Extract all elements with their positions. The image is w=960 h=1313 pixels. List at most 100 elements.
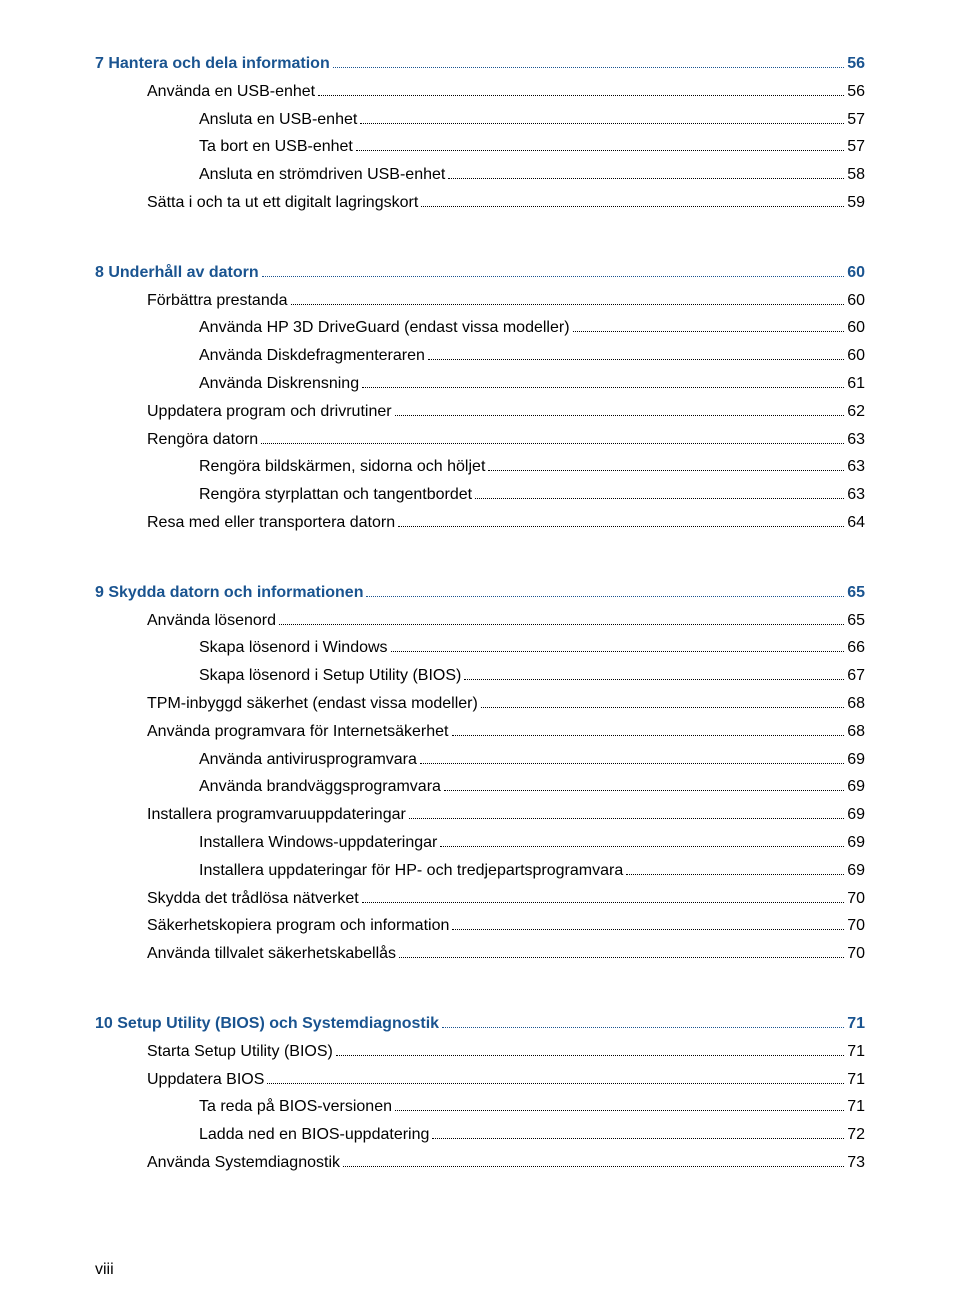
toc-page-number: 68 (847, 692, 865, 717)
toc-entry[interactable]: Använda Diskrensning 61 (95, 372, 865, 397)
toc-entry[interactable]: Använda antivirusprogramvara 69 (95, 748, 865, 773)
toc-entry[interactable]: Skapa lösenord i Setup Utility (BIOS) 67 (95, 664, 865, 689)
toc-chapter[interactable]: 9 Skydda datorn och informationen 65 (95, 581, 865, 606)
toc-entry[interactable]: Använda tillvalet säkerhetskabellås 70 (95, 942, 865, 967)
toc-page-number: 66 (847, 636, 865, 661)
toc-leader (362, 902, 845, 903)
toc-leader (395, 415, 845, 416)
toc-entry-label: Använda HP 3D DriveGuard (endast vissa m… (199, 316, 570, 341)
toc-entry[interactable]: Använda lösenord 65 (95, 609, 865, 634)
toc-entry[interactable]: Säkerhetskopiera program och information… (95, 914, 865, 939)
toc-entry[interactable]: Använda Systemdiagnostik 73 (95, 1151, 865, 1176)
toc-entry-label: Använda lösenord (147, 609, 276, 634)
toc-leader (481, 707, 844, 708)
toc-entry-label: Använda antivirusprogramvara (199, 748, 417, 773)
toc-entry-label: Sätta i och ta ut ett digitalt lagringsk… (147, 191, 418, 216)
toc-page-number: 63 (847, 483, 865, 508)
toc-entry[interactable]: Installera Windows-uppdateringar 69 (95, 831, 865, 856)
toc-page-number: 61 (847, 372, 865, 397)
toc-page-number: 63 (847, 455, 865, 480)
toc-entry[interactable]: Skydda det trådlösa nätverket 70 (95, 887, 865, 912)
toc-leader (421, 206, 844, 207)
toc-chapter[interactable]: 10 Setup Utility (BIOS) och Systemdiagno… (95, 1012, 865, 1037)
toc-entry[interactable]: Rengöra datorn 63 (95, 428, 865, 453)
toc-page-number: 58 (847, 163, 865, 188)
toc-entry[interactable]: Ansluta en strömdriven USB-enhet 58 (95, 163, 865, 188)
toc-entry[interactable]: Ladda ned en BIOS-uppdatering 72 (95, 1123, 865, 1148)
toc-page-number: 57 (847, 108, 865, 133)
toc-entry-label: 7 Hantera och dela information (95, 52, 330, 77)
toc-entry[interactable]: Installera programvaruuppdateringar 69 (95, 803, 865, 828)
toc-entry-label: Rengöra bildskärmen, sidorna och höljet (199, 455, 485, 480)
toc-entry[interactable]: Använda programvara för Internetsäkerhet… (95, 720, 865, 745)
toc-page-number: 62 (847, 400, 865, 425)
toc-page-number: 65 (847, 581, 865, 606)
toc-entry[interactable]: Uppdatera BIOS 71 (95, 1068, 865, 1093)
toc-entry-label: Installera programvaruuppdateringar (147, 803, 406, 828)
toc-entry[interactable]: Ta reda på BIOS-versionen 71 (95, 1095, 865, 1120)
toc-page-number: 69 (847, 831, 865, 856)
toc-page-number: 63 (847, 428, 865, 453)
toc-entry[interactable]: Sätta i och ta ut ett digitalt lagringsk… (95, 191, 865, 216)
toc-entry[interactable]: Skapa lösenord i Windows 66 (95, 636, 865, 661)
toc-leader (343, 1166, 844, 1167)
toc-entry[interactable]: Ansluta en USB-enhet 57 (95, 108, 865, 133)
toc-entry[interactable]: Använda HP 3D DriveGuard (endast vissa m… (95, 316, 865, 341)
toc-leader (432, 1138, 844, 1139)
toc-entry[interactable]: Resa med eller transportera datorn 64 (95, 511, 865, 536)
toc-entry-label: Starta Setup Utility (BIOS) (147, 1040, 333, 1065)
toc-entry-label: Uppdatera BIOS (147, 1068, 264, 1093)
toc-leader (409, 818, 844, 819)
toc-leader (261, 443, 844, 444)
toc-leader (398, 526, 844, 527)
toc-entry[interactable]: TPM-inbyggd säkerhet (endast vissa model… (95, 692, 865, 717)
toc-page-number: 56 (847, 52, 865, 77)
toc-page-number: 69 (847, 748, 865, 773)
toc-leader (279, 624, 844, 625)
toc-entry[interactable]: Ta bort en USB-enhet 57 (95, 135, 865, 160)
toc-leader (356, 150, 844, 151)
toc-leader (442, 1027, 844, 1028)
toc-entry-label: 8 Underhåll av datorn (95, 261, 259, 286)
toc-entry[interactable]: Använda brandväggsprogramvara 69 (95, 775, 865, 800)
toc-leader (399, 957, 844, 958)
toc-page-number: 69 (847, 775, 865, 800)
toc-entry-label: Resa med eller transportera datorn (147, 511, 395, 536)
toc-page-number: 60 (847, 261, 865, 286)
toc-leader (475, 498, 844, 499)
toc-leader (336, 1055, 844, 1056)
toc-entry-label: Uppdatera program och drivrutiner (147, 400, 392, 425)
toc-page-number: 71 (847, 1040, 865, 1065)
toc-entry[interactable]: Installera uppdateringar för HP- och tre… (95, 859, 865, 884)
toc-leader (488, 470, 844, 471)
toc-entry[interactable]: Använda Diskdefragmenteraren 60 (95, 344, 865, 369)
toc-leader (395, 1110, 844, 1111)
toc-entry-label: 9 Skydda datorn och informationen (95, 581, 363, 606)
toc-page-number: 69 (847, 859, 865, 884)
toc-leader (626, 874, 844, 875)
toc-leader (360, 123, 844, 124)
toc-entry-label: Ansluta en USB-enhet (199, 108, 357, 133)
toc-leader (428, 359, 844, 360)
toc-chapter[interactable]: 7 Hantera och dela information 56 (95, 52, 865, 77)
toc-page-number: 73 (847, 1151, 865, 1176)
table-of-contents: 7 Hantera och dela information 56 Använda… (95, 52, 865, 1176)
page-footer: viii (95, 1261, 114, 1279)
toc-entry[interactable]: Använda en USB-enhet 56 (95, 80, 865, 105)
toc-entry[interactable]: Starta Setup Utility (BIOS) 71 (95, 1040, 865, 1065)
toc-leader (333, 67, 844, 68)
toc-entry[interactable]: Uppdatera program och drivrutiner 62 (95, 400, 865, 425)
toc-page-number: 69 (847, 803, 865, 828)
toc-leader (318, 95, 844, 96)
toc-chapter[interactable]: 8 Underhåll av datorn 60 (95, 261, 865, 286)
toc-page-number: 65 (847, 609, 865, 634)
toc-entry[interactable]: Rengöra styrplattan och tangentbordet 63 (95, 483, 865, 508)
toc-page-number: 64 (847, 511, 865, 536)
toc-entry-label: Installera Windows-uppdateringar (199, 831, 437, 856)
toc-entry-label: Förbättra prestanda (147, 289, 288, 314)
toc-leader (464, 679, 844, 680)
toc-entry[interactable]: Rengöra bildskärmen, sidorna och höljet … (95, 455, 865, 480)
toc-entry-label: Använda Diskdefragmenteraren (199, 344, 425, 369)
toc-page-number: 71 (847, 1068, 865, 1093)
toc-entry[interactable]: Förbättra prestanda 60 (95, 289, 865, 314)
